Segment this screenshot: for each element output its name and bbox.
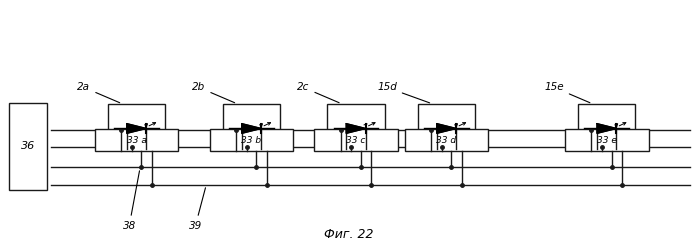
Bar <box>223 104 280 149</box>
Text: 2c: 2c <box>297 82 339 103</box>
Polygon shape <box>346 124 366 133</box>
Polygon shape <box>597 124 616 133</box>
Text: 15e: 15e <box>544 82 590 103</box>
Text: 36: 36 <box>21 141 36 151</box>
Bar <box>327 104 385 149</box>
Bar <box>314 129 398 151</box>
Text: 33 e: 33 e <box>597 136 617 145</box>
Text: 33 b: 33 b <box>242 136 262 145</box>
Text: 2a: 2a <box>77 82 119 103</box>
Bar <box>108 104 165 149</box>
Bar <box>209 129 293 151</box>
Polygon shape <box>127 124 147 133</box>
Bar <box>9 102 47 190</box>
Bar <box>578 104 635 149</box>
Polygon shape <box>437 124 456 133</box>
Text: 39: 39 <box>188 188 205 231</box>
Text: 2b: 2b <box>192 82 235 103</box>
Text: 38: 38 <box>123 171 140 231</box>
Text: 33 c: 33 c <box>346 136 366 145</box>
Text: 33 a: 33 a <box>126 136 147 145</box>
Bar <box>405 129 489 151</box>
Text: 33 d: 33 d <box>436 136 456 145</box>
Text: 15d: 15d <box>377 82 430 103</box>
Polygon shape <box>242 124 261 133</box>
Text: Фиг. 22: Фиг. 22 <box>325 228 373 241</box>
Bar <box>565 129 648 151</box>
Bar <box>418 104 475 149</box>
Bar <box>95 129 178 151</box>
